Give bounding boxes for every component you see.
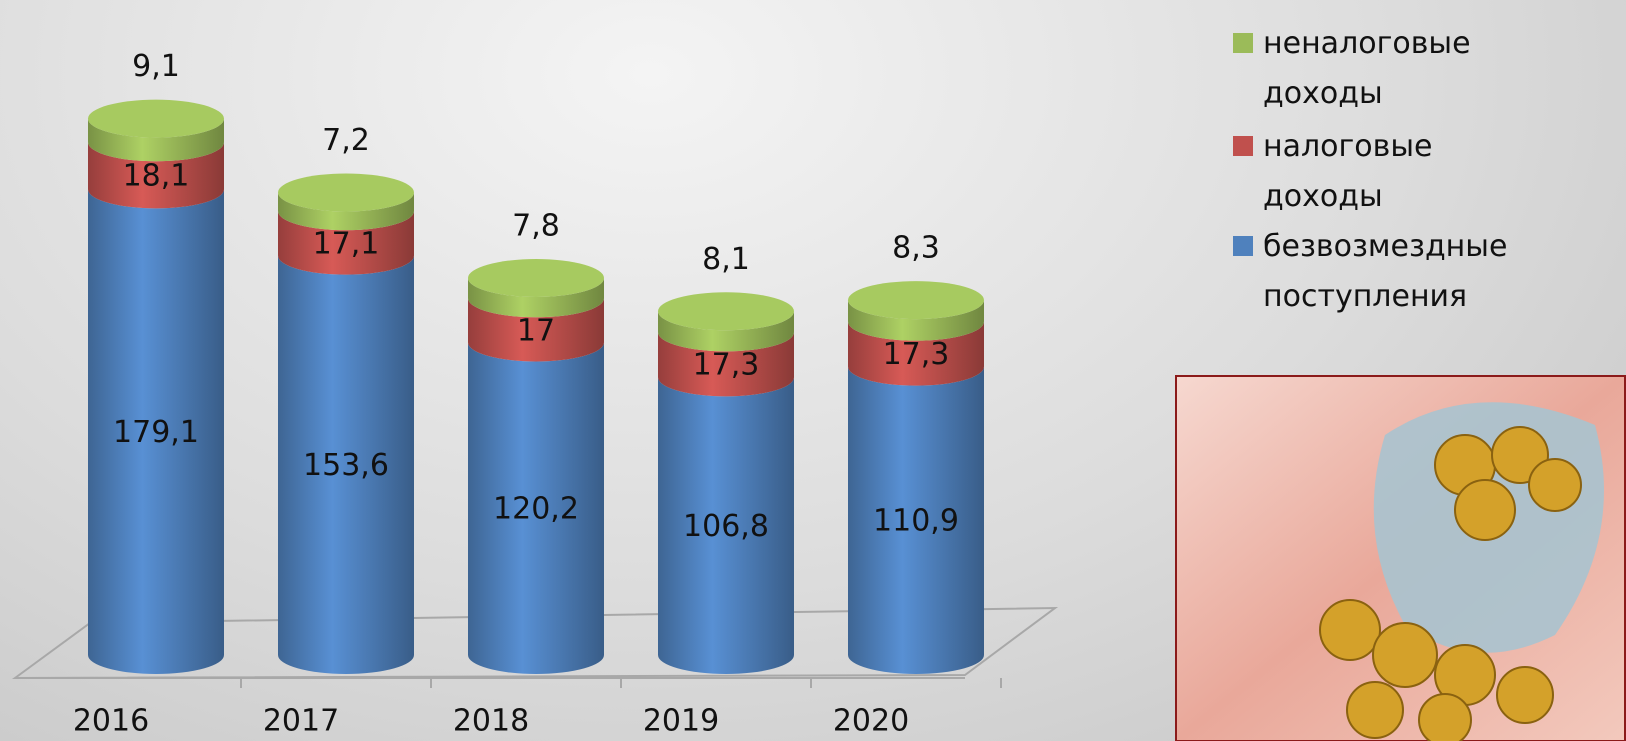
- data-label: 7,2: [322, 123, 370, 158]
- x-tick-label: 2016: [73, 704, 149, 739]
- legend-item: неналоговые доходы: [1233, 25, 1533, 119]
- data-label: 17,1: [313, 226, 380, 261]
- cylinder-cap: [468, 259, 604, 297]
- x-tick-label: 2017: [263, 704, 339, 739]
- legend-item: налоговые доходы: [1233, 128, 1533, 222]
- data-label: 8,3: [892, 231, 940, 266]
- legend-swatch: [1233, 33, 1253, 53]
- legend-label: налоговые доходы: [1263, 122, 1533, 222]
- data-label: 17,3: [883, 337, 950, 372]
- cylinder-cap: [88, 100, 224, 138]
- data-label: 17: [517, 313, 555, 348]
- data-label: 18,1: [123, 159, 190, 194]
- x-tick-label: 2020: [833, 704, 909, 739]
- data-label: 17,3: [693, 348, 760, 383]
- cylinder-cap: [278, 173, 414, 211]
- data-label: 9,1: [132, 49, 180, 84]
- cylinder-cap: [658, 292, 794, 330]
- slide: 179,1 18,1 9,1 2016 153,6 17,1 7,2 2017 120,2 17 7…: [0, 0, 1626, 741]
- chart: 179,1 18,1 9,1 2016 153,6 17,1 7,2 2017 120,2 17 7…: [0, 0, 1080, 741]
- data-label: 7,8: [512, 209, 560, 244]
- data-label: 8,1: [702, 242, 750, 277]
- data-label: 120,2: [493, 492, 579, 527]
- legend-swatch: [1233, 136, 1253, 156]
- data-label: 153,6: [303, 448, 389, 483]
- x-tick-label: 2018: [453, 704, 529, 739]
- legend-label: безвозмездные поступления: [1263, 222, 1533, 322]
- legend-swatch: [1233, 236, 1253, 256]
- legend-item: безвозмездные поступления: [1233, 228, 1533, 322]
- data-label: 106,8: [683, 509, 769, 544]
- data-label: 110,9: [873, 504, 959, 539]
- x-tick-label: 2019: [643, 704, 719, 739]
- data-label: 179,1: [113, 415, 199, 450]
- cylinder-cap: [848, 281, 984, 319]
- photo: [1175, 375, 1626, 741]
- legend-label: неналоговые доходы: [1263, 19, 1533, 119]
